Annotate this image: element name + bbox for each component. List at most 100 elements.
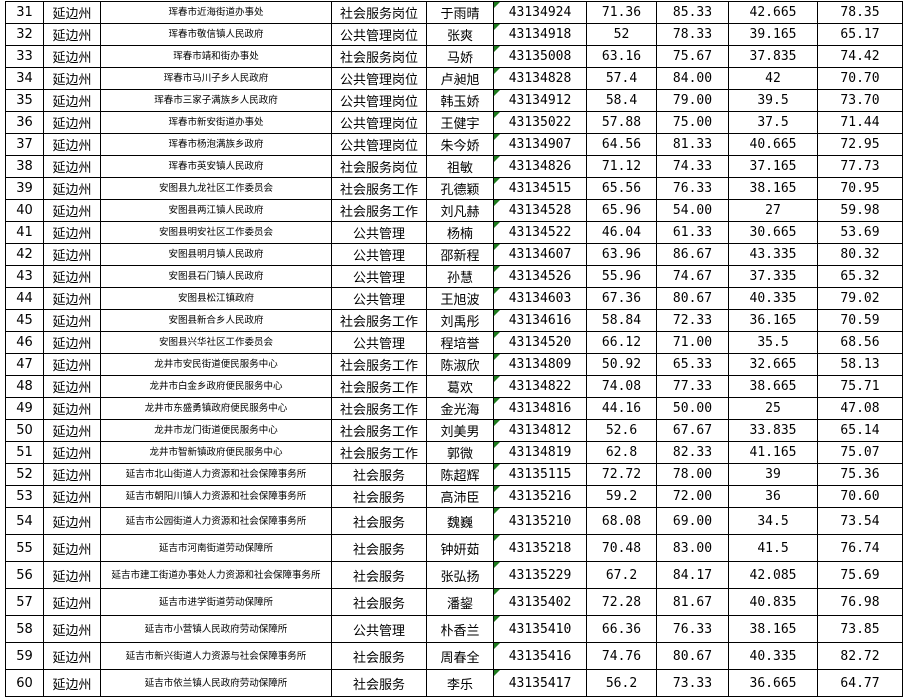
interview-weighted-cell[interactable]: 36.665 [728, 669, 818, 697]
exam-id-cell[interactable]: 43134822 [493, 375, 587, 398]
region-cell[interactable]: 延边州 [43, 463, 101, 486]
total-score-cell[interactable]: 70.95 [817, 177, 903, 200]
candidate-name-cell[interactable]: 刘禹彤 [426, 309, 494, 332]
position-cell[interactable]: 社会服务 [331, 463, 427, 486]
interview-weighted-cell[interactable]: 40.335 [728, 287, 818, 310]
interview-score-cell[interactable]: 74.33 [656, 155, 729, 178]
candidate-name-cell[interactable]: 孔德颖 [426, 177, 494, 200]
organization-cell[interactable]: 安图县两江镇人民政府 [100, 199, 332, 222]
exam-id-cell[interactable]: 43135216 [493, 485, 587, 508]
region-cell[interactable]: 延边州 [43, 67, 101, 90]
written-score-cell[interactable]: 66.12 [586, 331, 657, 354]
organization-cell[interactable]: 珲春市英安镇人民政府 [100, 155, 332, 178]
region-cell[interactable]: 延边州 [43, 243, 101, 266]
organization-cell[interactable]: 龙井市安民街道便民服务中心 [100, 353, 332, 376]
position-cell[interactable]: 社会服务 [331, 669, 427, 697]
region-cell[interactable]: 延边州 [43, 507, 101, 535]
exam-id-cell[interactable]: 43134819 [493, 441, 587, 464]
interview-weighted-cell[interactable]: 43.335 [728, 243, 818, 266]
total-score-cell[interactable]: 73.85 [817, 615, 903, 643]
exam-id-cell[interactable]: 43135210 [493, 507, 587, 535]
region-cell[interactable]: 延边州 [43, 89, 101, 112]
exam-id-cell[interactable]: 43134826 [493, 155, 587, 178]
candidate-name-cell[interactable]: 李乐 [426, 669, 494, 697]
interview-weighted-cell[interactable]: 40.335 [728, 642, 818, 670]
position-cell[interactable]: 社会服务 [331, 642, 427, 670]
written-score-cell[interactable]: 50.92 [586, 353, 657, 376]
total-score-cell[interactable]: 75.71 [817, 375, 903, 398]
region-cell[interactable]: 延边州 [43, 485, 101, 508]
written-score-cell[interactable]: 55.96 [586, 265, 657, 288]
interview-weighted-cell[interactable]: 25 [728, 397, 818, 420]
position-cell[interactable]: 社会服务 [331, 561, 427, 589]
interview-score-cell[interactable]: 80.67 [656, 287, 729, 310]
total-score-cell[interactable]: 75.36 [817, 463, 903, 486]
position-cell[interactable]: 社会服务工作 [331, 441, 427, 464]
position-cell[interactable]: 社会服务工作 [331, 397, 427, 420]
total-score-cell[interactable]: 73.54 [817, 507, 903, 535]
organization-cell[interactable]: 安图县明月镇人民政府 [100, 243, 332, 266]
organization-cell[interactable]: 安图县石门镇人民政府 [100, 265, 332, 288]
position-cell[interactable]: 社会服务 [331, 588, 427, 616]
interview-weighted-cell[interactable]: 37.5 [728, 111, 818, 134]
candidate-name-cell[interactable]: 金光海 [426, 397, 494, 420]
region-cell[interactable]: 延边州 [43, 287, 101, 310]
row-number-cell[interactable]: 53 [5, 485, 44, 508]
row-number-cell[interactable]: 35 [5, 89, 44, 112]
total-score-cell[interactable]: 76.98 [817, 588, 903, 616]
interview-score-cell[interactable]: 81.67 [656, 588, 729, 616]
candidate-name-cell[interactable]: 郭微 [426, 441, 494, 464]
exam-id-cell[interactable]: 43134816 [493, 397, 587, 420]
position-cell[interactable]: 社会服务工作 [331, 375, 427, 398]
exam-id-cell[interactable]: 43135229 [493, 561, 587, 589]
organization-cell[interactable]: 珲春市杨泡满族乡政府 [100, 133, 332, 156]
region-cell[interactable]: 延边州 [43, 642, 101, 670]
candidate-name-cell[interactable]: 张弘扬 [426, 561, 494, 589]
position-cell[interactable]: 社会服务工作 [331, 353, 427, 376]
written-score-cell[interactable]: 67.2 [586, 561, 657, 589]
candidate-name-cell[interactable]: 程培誉 [426, 331, 494, 354]
written-score-cell[interactable]: 57.88 [586, 111, 657, 134]
row-number-cell[interactable]: 54 [5, 507, 44, 535]
region-cell[interactable]: 延边州 [43, 45, 101, 68]
row-number-cell[interactable]: 31 [5, 1, 44, 24]
region-cell[interactable]: 延边州 [43, 353, 101, 376]
candidate-name-cell[interactable]: 孙慧 [426, 265, 494, 288]
interview-weighted-cell[interactable]: 40.665 [728, 133, 818, 156]
region-cell[interactable]: 延边州 [43, 441, 101, 464]
written-score-cell[interactable]: 63.96 [586, 243, 657, 266]
row-number-cell[interactable]: 38 [5, 155, 44, 178]
organization-cell[interactable]: 安图县新合乡人民政府 [100, 309, 332, 332]
candidate-name-cell[interactable]: 韩玉娇 [426, 89, 494, 112]
position-cell[interactable]: 公共管理 [331, 287, 427, 310]
interview-weighted-cell[interactable]: 42.085 [728, 561, 818, 589]
total-score-cell[interactable]: 79.02 [817, 287, 903, 310]
written-score-cell[interactable]: 71.12 [586, 155, 657, 178]
exam-id-cell[interactable]: 43134607 [493, 243, 587, 266]
row-number-cell[interactable]: 49 [5, 397, 44, 420]
position-cell[interactable]: 社会服务 [331, 534, 427, 562]
total-score-cell[interactable]: 68.56 [817, 331, 903, 354]
interview-score-cell[interactable]: 72.33 [656, 309, 729, 332]
interview-weighted-cell[interactable]: 42.665 [728, 1, 818, 24]
candidate-name-cell[interactable]: 周春全 [426, 642, 494, 670]
position-cell[interactable]: 社会服务岗位 [331, 45, 427, 68]
candidate-name-cell[interactable]: 陈超辉 [426, 463, 494, 486]
row-number-cell[interactable]: 58 [5, 615, 44, 643]
exam-id-cell[interactable]: 43135416 [493, 642, 587, 670]
total-score-cell[interactable]: 78.35 [817, 1, 903, 24]
total-score-cell[interactable]: 72.95 [817, 133, 903, 156]
row-number-cell[interactable]: 57 [5, 588, 44, 616]
region-cell[interactable]: 延边州 [43, 23, 101, 46]
row-number-cell[interactable]: 50 [5, 419, 44, 442]
region-cell[interactable]: 延边州 [43, 669, 101, 697]
region-cell[interactable]: 延边州 [43, 111, 101, 134]
candidate-name-cell[interactable]: 祖敏 [426, 155, 494, 178]
position-cell[interactable]: 社会服务工作 [331, 309, 427, 332]
written-score-cell[interactable]: 74.76 [586, 642, 657, 670]
row-number-cell[interactable]: 36 [5, 111, 44, 134]
exam-id-cell[interactable]: 43135008 [493, 45, 587, 68]
exam-id-cell[interactable]: 43135402 [493, 588, 587, 616]
total-score-cell[interactable]: 80.32 [817, 243, 903, 266]
total-score-cell[interactable]: 75.69 [817, 561, 903, 589]
